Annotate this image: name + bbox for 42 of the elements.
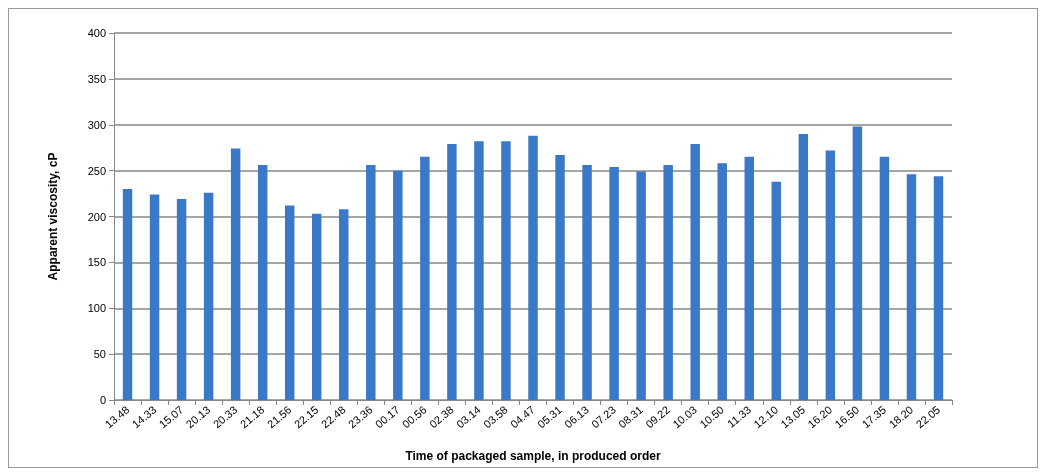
bar xyxy=(366,165,376,400)
bar xyxy=(149,194,160,400)
bar xyxy=(501,141,511,400)
bar xyxy=(203,192,214,400)
bar xyxy=(393,170,403,400)
bar xyxy=(879,156,890,400)
bar xyxy=(771,181,782,400)
y-tick-label: 150 xyxy=(87,256,106,269)
bar xyxy=(636,171,646,400)
bar xyxy=(528,135,538,400)
y-tick-label: 200 xyxy=(87,210,106,223)
y-tick-label: 0 xyxy=(99,394,106,406)
bar xyxy=(825,150,836,400)
y-tick-label: 400 xyxy=(87,27,106,39)
bar xyxy=(717,163,727,400)
bar xyxy=(474,141,484,400)
bar xyxy=(852,126,863,400)
bar xyxy=(447,144,457,400)
bar xyxy=(257,165,268,400)
bar xyxy=(284,205,295,400)
bar xyxy=(230,148,241,400)
y-tick-label: 300 xyxy=(87,118,106,131)
y-tick-label: 100 xyxy=(87,302,106,315)
bar xyxy=(609,166,619,400)
x-axis-title: Time of packaged sample, in produced order xyxy=(405,449,661,463)
y-tick-label: 250 xyxy=(87,164,106,177)
bar xyxy=(312,213,322,400)
y-axis-title: Apparent viscosity, cP xyxy=(46,152,60,281)
bar xyxy=(663,165,673,400)
bar xyxy=(176,199,187,400)
bar xyxy=(582,165,592,400)
bar xyxy=(744,156,754,400)
y-tick-label: 50 xyxy=(93,348,106,361)
bar xyxy=(798,133,809,400)
bar xyxy=(555,155,565,400)
bar xyxy=(420,156,430,400)
bar xyxy=(933,176,944,400)
bar xyxy=(690,144,700,400)
bar xyxy=(339,209,349,400)
bar xyxy=(906,174,917,400)
bar xyxy=(122,188,133,400)
y-tick-label: 350 xyxy=(87,72,106,85)
